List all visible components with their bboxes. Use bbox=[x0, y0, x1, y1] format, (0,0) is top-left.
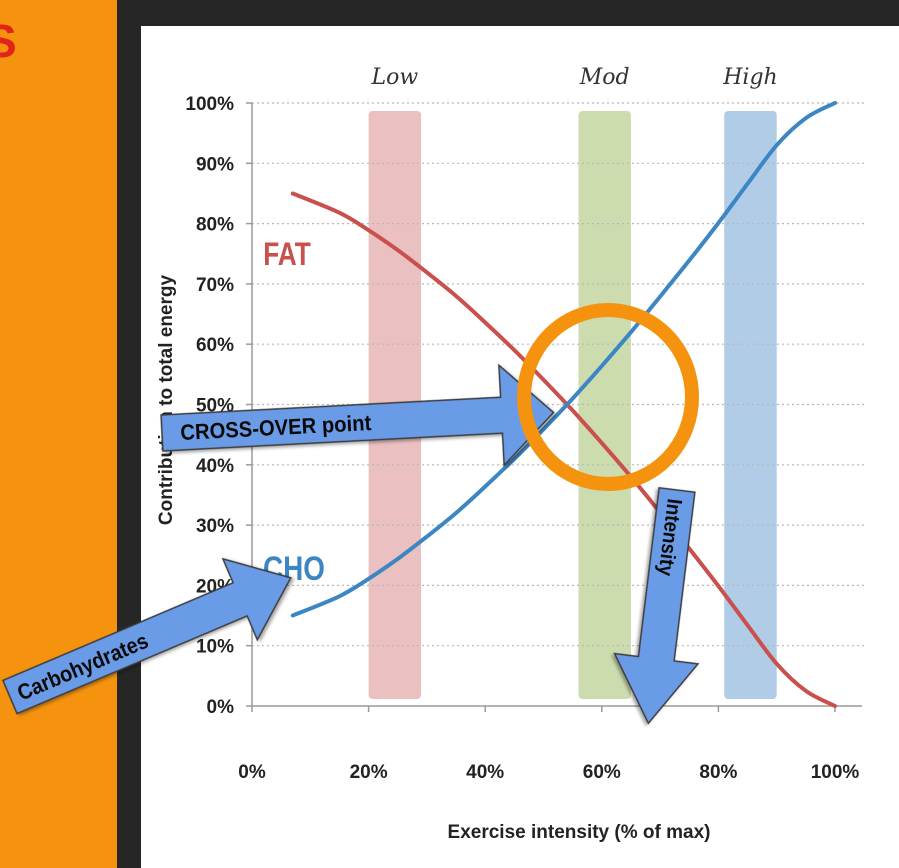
x-tick-label: 80% bbox=[699, 762, 737, 783]
y-tick-label: 0% bbox=[207, 697, 235, 718]
intensity-arrow: Intensity bbox=[613, 486, 700, 725]
orange-side-panel: S bbox=[0, 0, 117, 868]
x-axis-label: Exercise intensity (% of max) bbox=[448, 822, 711, 843]
slide-title-fragment: S bbox=[0, 15, 17, 67]
x-tick-label: 20% bbox=[350, 762, 388, 783]
y-tick-label: 70% bbox=[196, 275, 234, 296]
carbohydrates-arrow: Carbohydrates bbox=[1, 557, 292, 715]
x-tick-label: 60% bbox=[583, 762, 621, 783]
y-tick-label: 30% bbox=[196, 516, 234, 537]
x-tick-label: 40% bbox=[466, 762, 504, 783]
y-tick-label: 10% bbox=[196, 637, 234, 658]
x-tick-label: 100% bbox=[811, 762, 860, 783]
crossover-circle bbox=[517, 303, 699, 491]
x-tick-label: 0% bbox=[238, 762, 266, 783]
band-label-mod: Mod bbox=[579, 65, 630, 90]
y-axis-label: Contribution to total energy bbox=[156, 275, 177, 526]
band-high bbox=[724, 111, 777, 699]
y-tick-label: 90% bbox=[196, 154, 234, 175]
y-tick-label: 60% bbox=[196, 335, 234, 356]
series-line-fat bbox=[290, 191, 837, 708]
series-line-cho bbox=[290, 101, 837, 618]
carbohydrates-arrow-shape bbox=[1, 557, 292, 715]
intensity-arrow-shape bbox=[613, 486, 700, 725]
band-label-low: Low bbox=[370, 65, 418, 90]
y-tick-label: 100% bbox=[185, 94, 234, 115]
band-mod bbox=[578, 111, 631, 699]
y-tick-label: 80% bbox=[196, 215, 234, 236]
y-tick-label: 40% bbox=[196, 456, 234, 477]
crossover-arrow: CROSS-OVER point bbox=[160, 363, 555, 467]
series-label-fat: FAT bbox=[263, 238, 311, 273]
band-label-high: High bbox=[722, 65, 777, 90]
